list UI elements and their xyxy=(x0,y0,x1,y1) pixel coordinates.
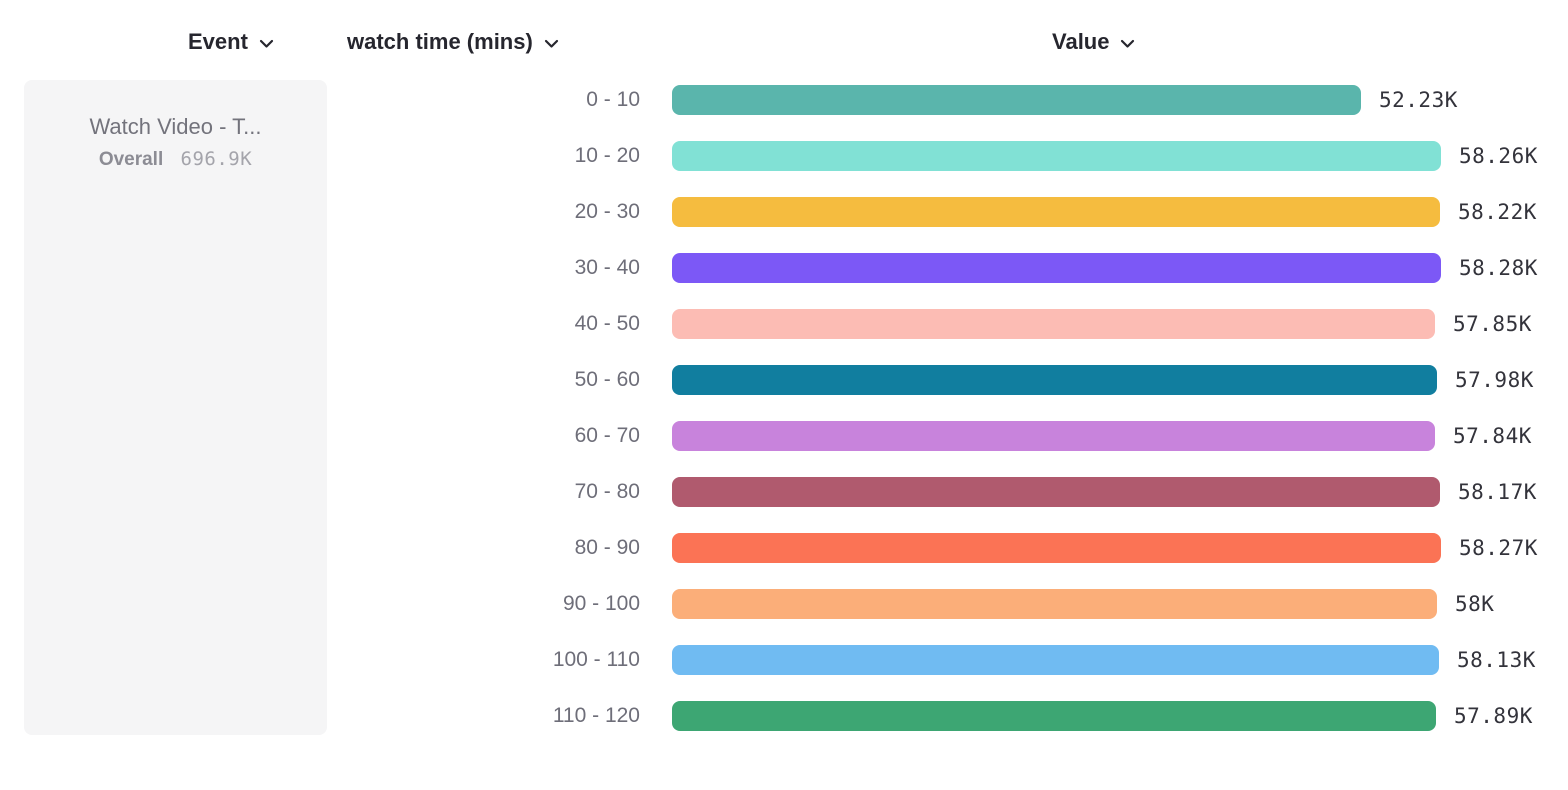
value-column-header-label: Value xyxy=(1052,29,1110,54)
bar-row: 90 - 100 58K xyxy=(0,589,1568,619)
bar[interactable] xyxy=(672,141,1441,171)
bar-row: 40 - 50 57.85K xyxy=(0,309,1568,339)
bar-category-label: 0 - 10 xyxy=(586,88,640,111)
bar-row: 50 - 60 57.98K xyxy=(0,365,1568,395)
event-column-header-label: Event xyxy=(188,29,248,54)
bar-value-label: 58.17K xyxy=(1458,480,1537,504)
bar-row: 30 - 40 58.28K xyxy=(0,253,1568,283)
bar-row: 20 - 30 58.22K xyxy=(0,197,1568,227)
bar-category-label: 50 - 60 xyxy=(574,368,640,391)
bar-row: 60 - 70 57.84K xyxy=(0,421,1568,451)
bar-value-label: 58.27K xyxy=(1459,536,1538,560)
overall-value: 696.9K xyxy=(180,148,253,170)
bar[interactable] xyxy=(672,253,1441,283)
bar-category-label: 110 - 120 xyxy=(552,704,640,727)
bar-row: 110 - 120 57.89K xyxy=(0,701,1568,731)
bar-row: 0 - 10 52.23K xyxy=(0,85,1568,115)
bar[interactable] xyxy=(672,701,1436,731)
bar[interactable] xyxy=(672,533,1441,563)
bar[interactable] xyxy=(672,477,1440,507)
bar[interactable] xyxy=(672,197,1440,227)
bar-chart: 0 - 10 52.23K 10 - 20 58.26K 20 - 30 58.22K 30… xyxy=(0,85,1568,757)
bar-category-label: 90 - 100 xyxy=(562,592,640,615)
bar[interactable] xyxy=(672,589,1437,619)
bar[interactable] xyxy=(672,365,1437,395)
event-panel[interactable]: Watch Video - T... Overall 696.9K xyxy=(24,80,327,735)
chevron-down-icon xyxy=(259,39,274,49)
breakdown-column-header[interactable]: watch time (mins) xyxy=(347,28,559,56)
event-overall-row: Overall 696.9K xyxy=(24,148,327,171)
bar-value-label: 52.23K xyxy=(1379,88,1458,112)
bar-category-label: 10 - 20 xyxy=(574,144,640,167)
bar[interactable] xyxy=(672,85,1361,115)
bar-value-label: 57.85K xyxy=(1453,312,1532,336)
bar-value-label: 58.28K xyxy=(1459,256,1538,280)
overall-label: Overall xyxy=(98,149,164,170)
bar-value-label: 57.89K xyxy=(1454,704,1533,728)
bar-row: 10 - 20 58.26K xyxy=(0,141,1568,171)
breakdown-column-header-label: watch time (mins) xyxy=(347,29,533,54)
bar-row: 70 - 80 58.17K xyxy=(0,477,1568,507)
event-column-header[interactable]: Event xyxy=(188,28,274,56)
bar-category-label: 20 - 30 xyxy=(574,200,640,223)
bar-row: 100 - 110 58.13K xyxy=(0,645,1568,675)
chevron-down-icon xyxy=(544,39,559,49)
value-column-header[interactable]: Value xyxy=(1052,28,1135,56)
bar-value-label: 57.98K xyxy=(1455,368,1534,392)
event-title: Watch Video - T... xyxy=(89,114,262,139)
bar-category-label: 60 - 70 xyxy=(574,424,640,447)
bar-value-label: 58K xyxy=(1455,592,1495,616)
bar-value-label: 57.84K xyxy=(1453,424,1532,448)
bar-value-label: 58.22K xyxy=(1458,200,1537,224)
bar-category-label: 80 - 90 xyxy=(574,536,640,559)
bar[interactable] xyxy=(672,421,1435,451)
chevron-down-icon xyxy=(1120,39,1135,49)
bar-category-label: 100 - 110 xyxy=(552,648,640,671)
bar-row: 80 - 90 58.27K xyxy=(0,533,1568,563)
bar-value-label: 58.13K xyxy=(1457,648,1536,672)
bar[interactable] xyxy=(672,645,1439,675)
bar-category-label: 40 - 50 xyxy=(574,312,640,335)
bar[interactable] xyxy=(672,309,1435,339)
bar-value-label: 58.26K xyxy=(1459,144,1538,168)
bar-category-label: 70 - 80 xyxy=(574,480,640,503)
bar-category-label: 30 - 40 xyxy=(574,256,640,279)
